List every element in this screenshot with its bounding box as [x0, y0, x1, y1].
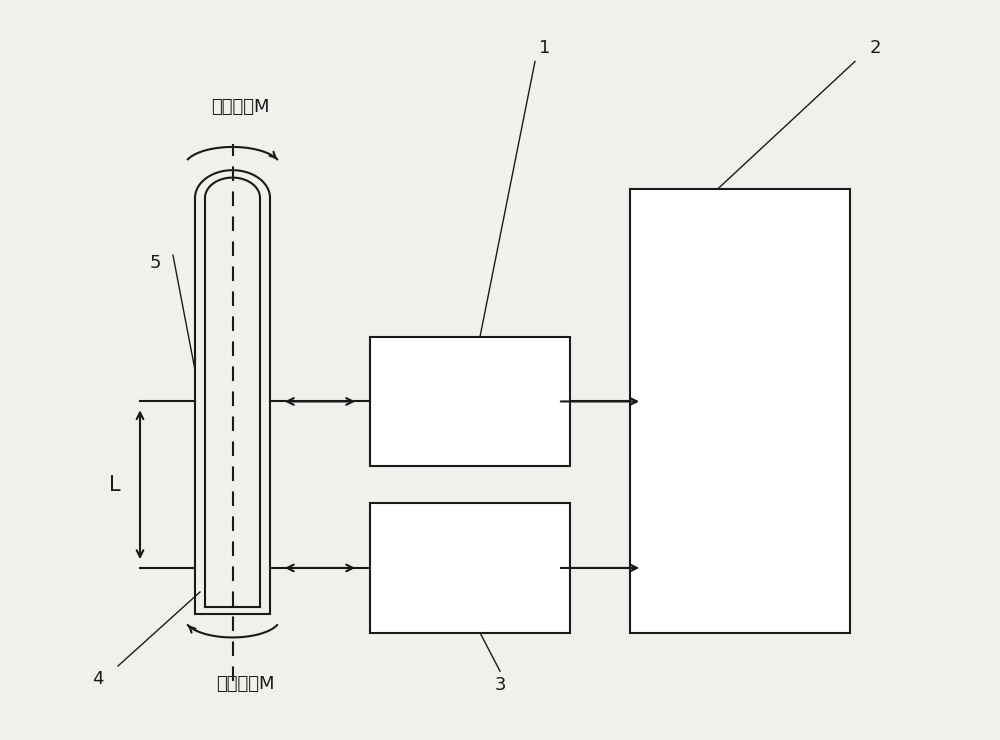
Bar — [370, 337, 570, 466]
Text: 2: 2 — [869, 39, 881, 57]
Bar — [370, 503, 570, 633]
Text: 1: 1 — [539, 39, 551, 57]
Text: L: L — [109, 474, 121, 495]
Text: 负载扭矩M: 负载扭矩M — [211, 98, 269, 116]
Text: 5: 5 — [149, 254, 161, 272]
Bar — [630, 189, 850, 633]
Text: 驱动扭矩M: 驱动扭矩M — [216, 676, 274, 693]
Text: 3: 3 — [494, 676, 506, 693]
Text: 4: 4 — [92, 670, 104, 688]
